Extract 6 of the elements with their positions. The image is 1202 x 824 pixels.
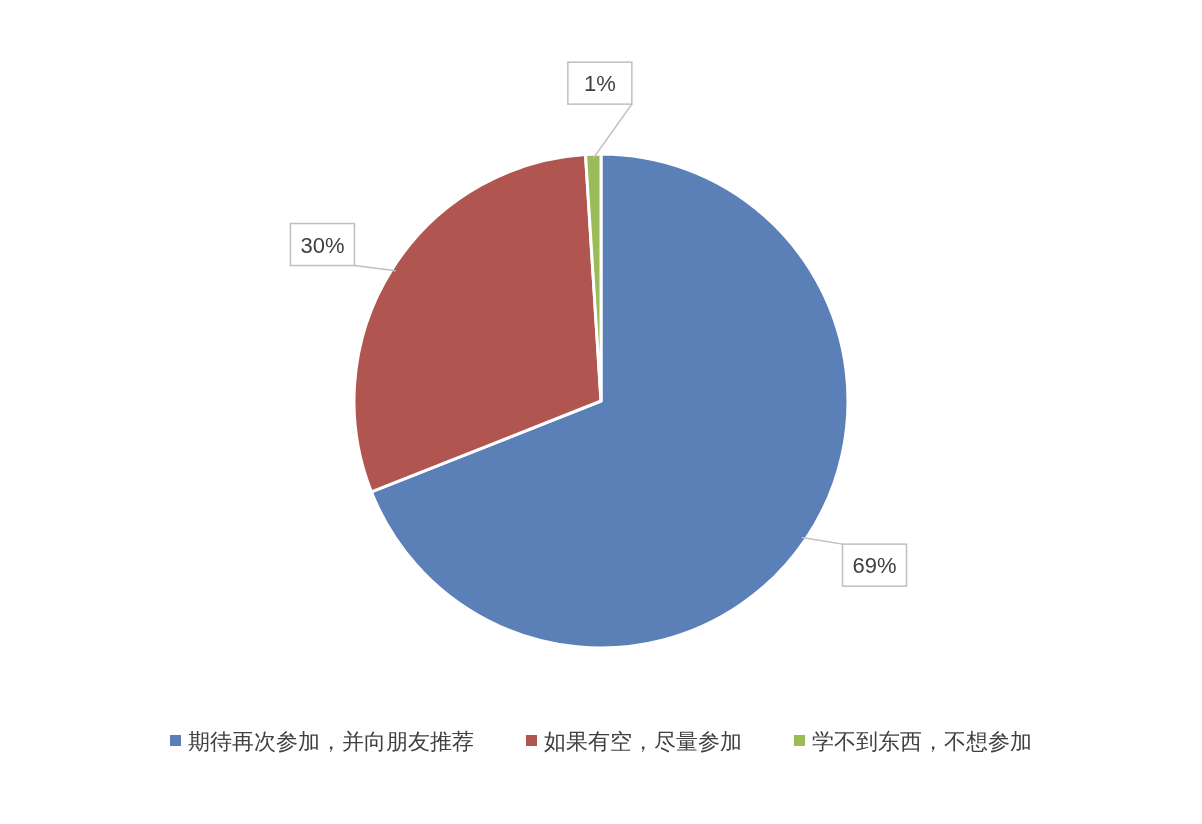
data-label: 30% [300, 232, 345, 258]
data-label: 69% [852, 553, 897, 579]
legend-label: 学不到东西，不想参加 [812, 729, 1032, 754]
data-label: 1% [583, 71, 616, 97]
legend-label: 期待再次参加，并向朋友推荐 [188, 729, 474, 754]
legend-label: 如果有空，尽量参加 [544, 729, 742, 754]
